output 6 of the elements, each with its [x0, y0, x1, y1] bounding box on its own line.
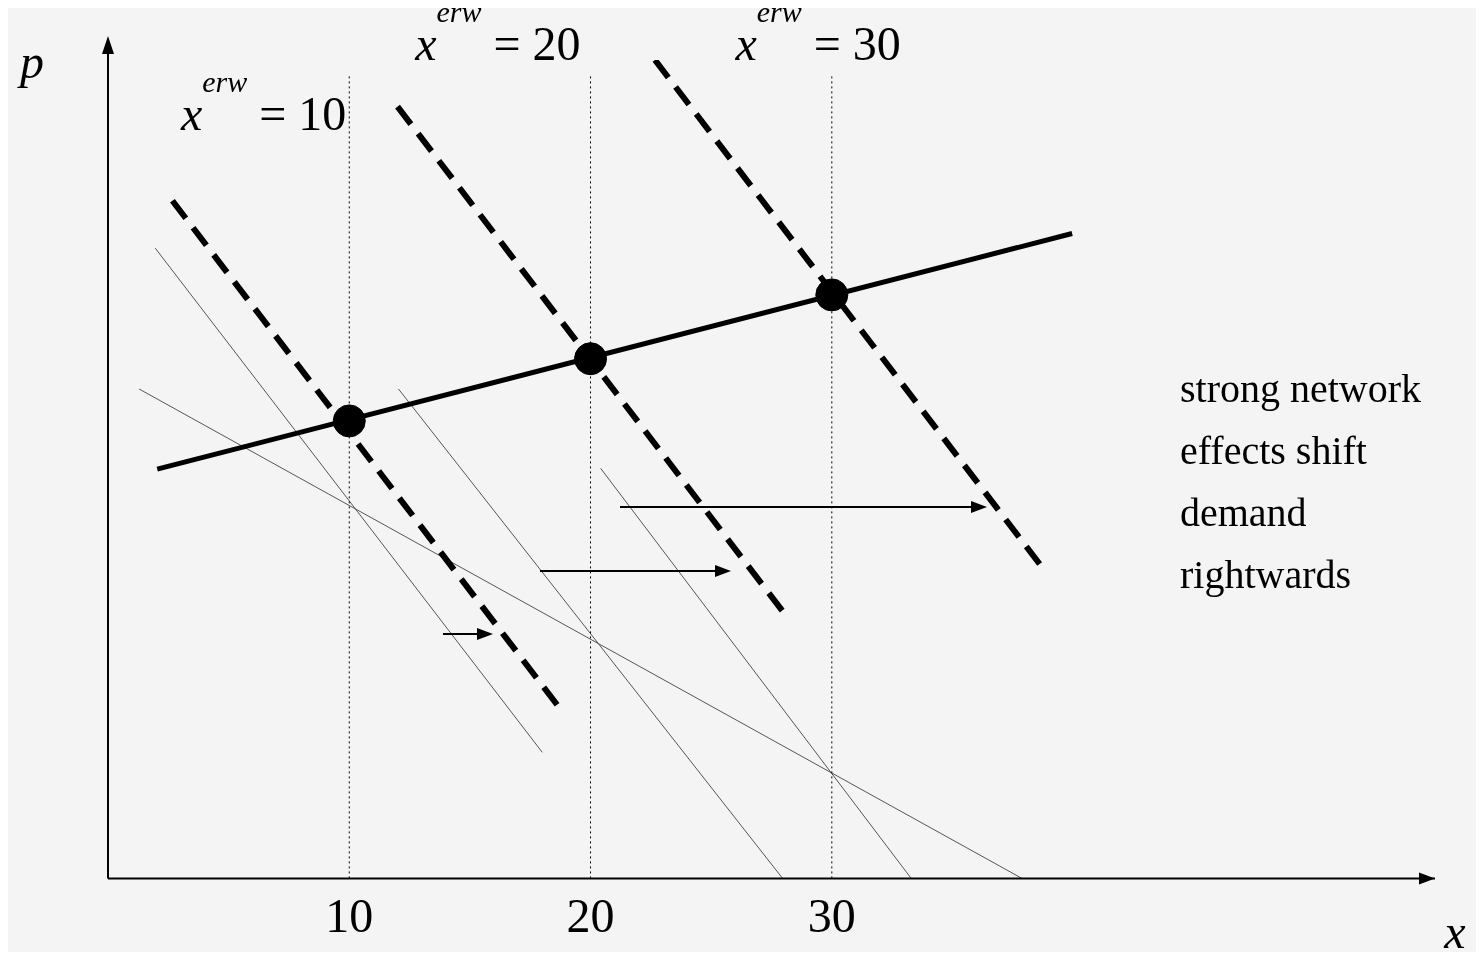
x-tick-label: 10	[325, 888, 374, 942]
x-axis-title: x	[1443, 905, 1466, 958]
x-tick-label: 30	[807, 888, 856, 942]
x-tick-label: 20	[566, 888, 615, 942]
annotation: strong network effects shift demand rightwards	[1180, 365, 1423, 599]
y-axis-title: p	[17, 35, 44, 88]
